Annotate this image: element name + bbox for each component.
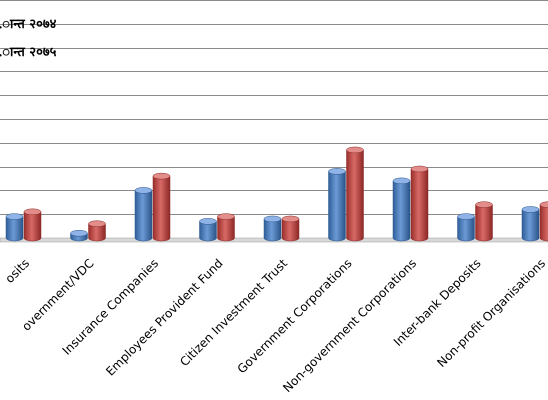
- bar: [217, 213, 235, 242]
- bar: [392, 177, 411, 242]
- bar: [263, 215, 282, 242]
- bar: [134, 187, 153, 242]
- bar: [5, 213, 24, 242]
- bar: [410, 165, 429, 242]
- bar: [281, 215, 300, 242]
- x-tick-label: Non-government Corporations: [280, 256, 419, 395]
- bars: [5, 146, 548, 242]
- legend: …ान्त २०७४ …ान्त २०७५: [0, 17, 57, 60]
- x-tick-label: Citizen Investment Trust: [177, 256, 290, 369]
- bar: [70, 229, 88, 242]
- x-tick-label: Employees Provident Fund: [103, 256, 225, 378]
- bar: [346, 146, 364, 242]
- x-tick-label: Non-profit Organisations: [434, 256, 548, 370]
- bar: [521, 206, 540, 242]
- gridlines: [0, 0, 548, 243]
- x-tick-label: osits: [3, 256, 33, 286]
- x-tick-label: Government Corporations: [235, 256, 355, 376]
- legend-entry: …ान्त २०७४: [0, 17, 57, 32]
- bar: [23, 208, 42, 242]
- bar: [88, 220, 106, 242]
- bar: [199, 218, 217, 242]
- bar: [475, 201, 493, 242]
- bar: [152, 172, 171, 242]
- legend-entry: …ान्त २०७५: [0, 45, 57, 60]
- bar: [328, 168, 346, 242]
- bar: [539, 201, 548, 242]
- bar: [457, 213, 475, 242]
